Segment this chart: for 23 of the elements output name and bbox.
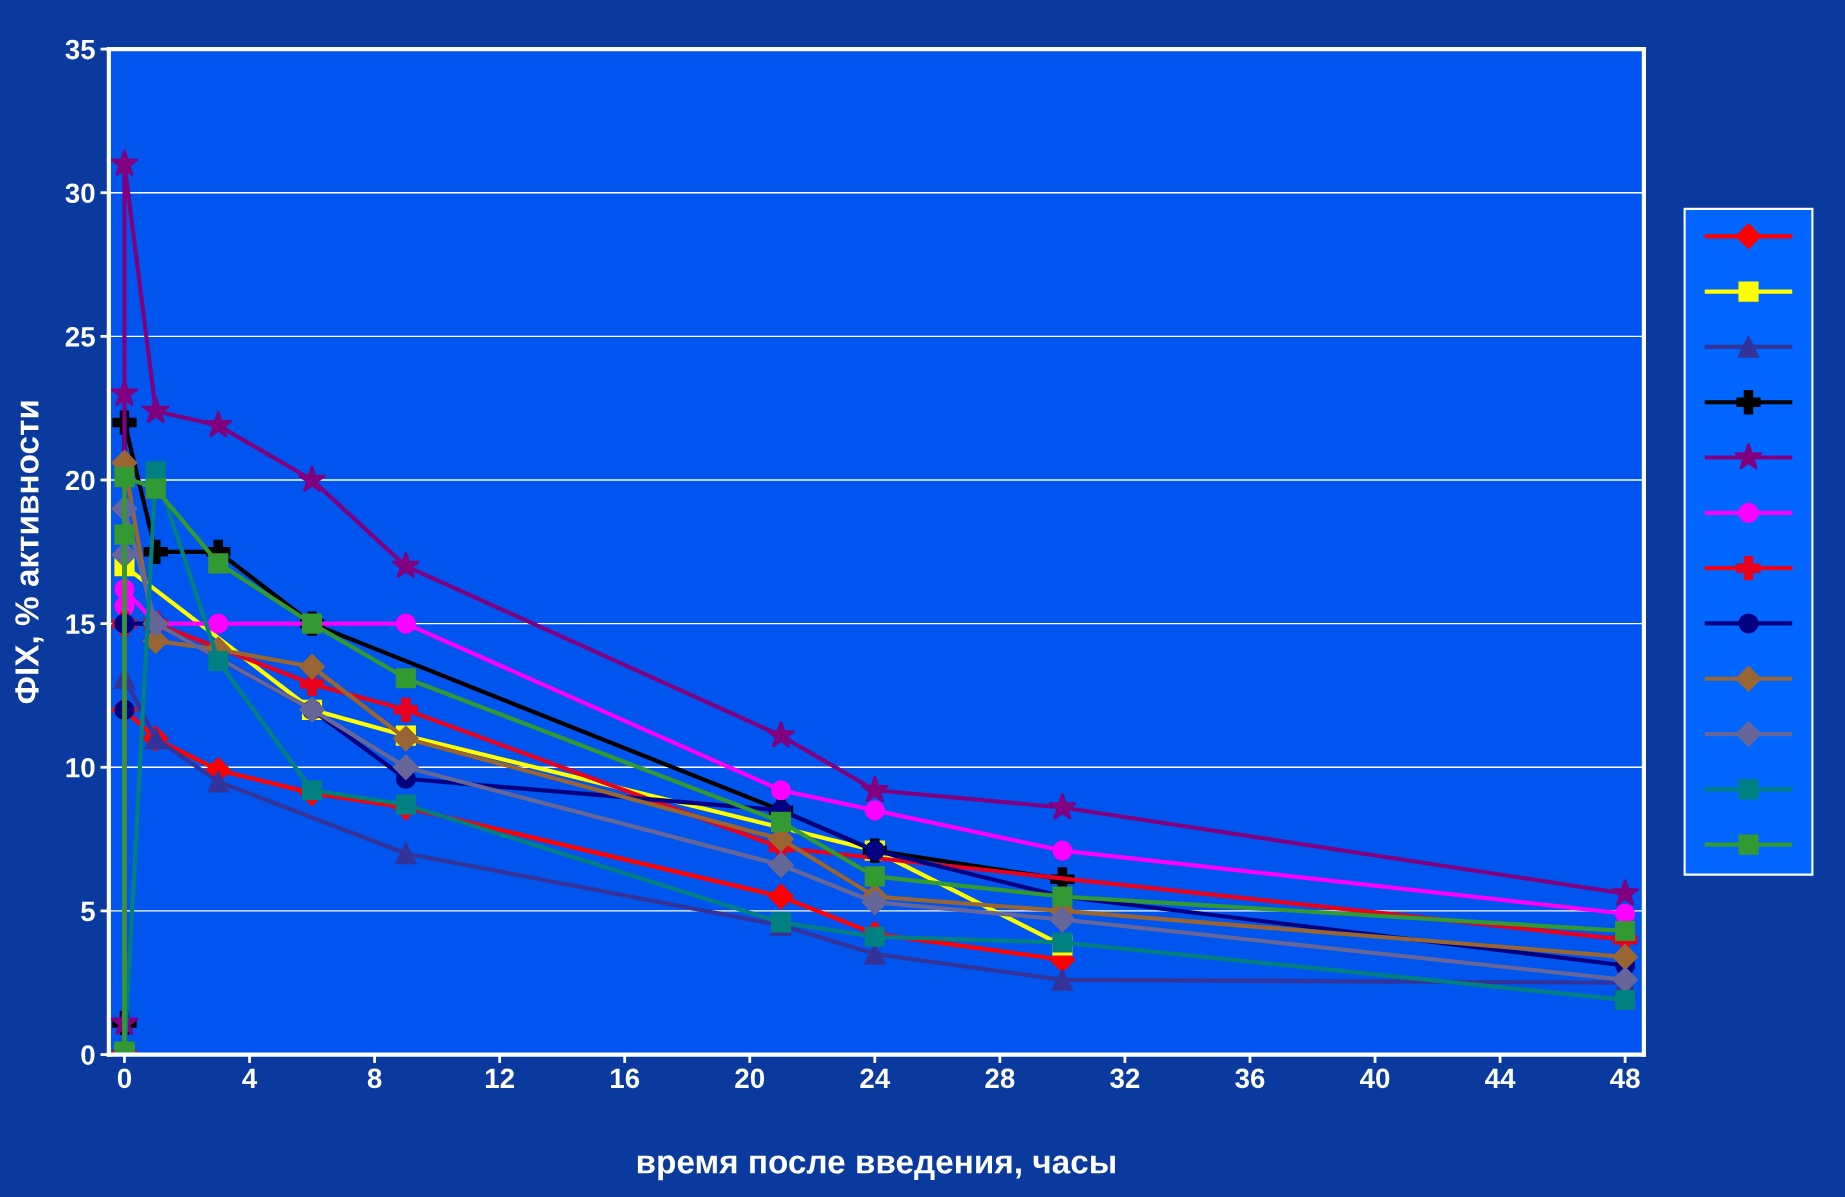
y-tick-label: 20 [65, 470, 95, 491]
x-tick-label: 20 [735, 1068, 765, 1089]
x-tick-label: 40 [1360, 1068, 1390, 1089]
y-tick-label: 0 [81, 1045, 95, 1065]
x-tick-label: 4 [242, 1068, 258, 1088]
y-tick-label: 30 [65, 183, 95, 204]
x-tick-label: 28 [985, 1068, 1015, 1089]
y-tick-label: 15 [66, 614, 95, 634]
y-tick-label: 25 [65, 327, 95, 347]
y-axis-title: ФIX, % активности [15, 401, 44, 704]
x-tick-label: 16 [611, 1068, 640, 1089]
x-tick-label: 36 [1235, 1068, 1265, 1089]
y-tick-label: 10 [66, 757, 95, 778]
x-tick-label: 12 [485, 1068, 514, 1088]
x-tick-label: 32 [1110, 1068, 1140, 1089]
x-tick-label: 48 [1610, 1068, 1640, 1089]
y-tick-label: 35 [65, 39, 95, 60]
x-tick-label: 8 [367, 1068, 382, 1089]
x-tick-label: 0 [117, 1068, 132, 1089]
x-tick-label: 44 [1485, 1068, 1516, 1088]
y-tick-label: 5 [81, 901, 95, 922]
x-tick-label: 24 [860, 1068, 891, 1088]
x-axis-title: время после введения, часы [637, 1155, 1115, 1181]
